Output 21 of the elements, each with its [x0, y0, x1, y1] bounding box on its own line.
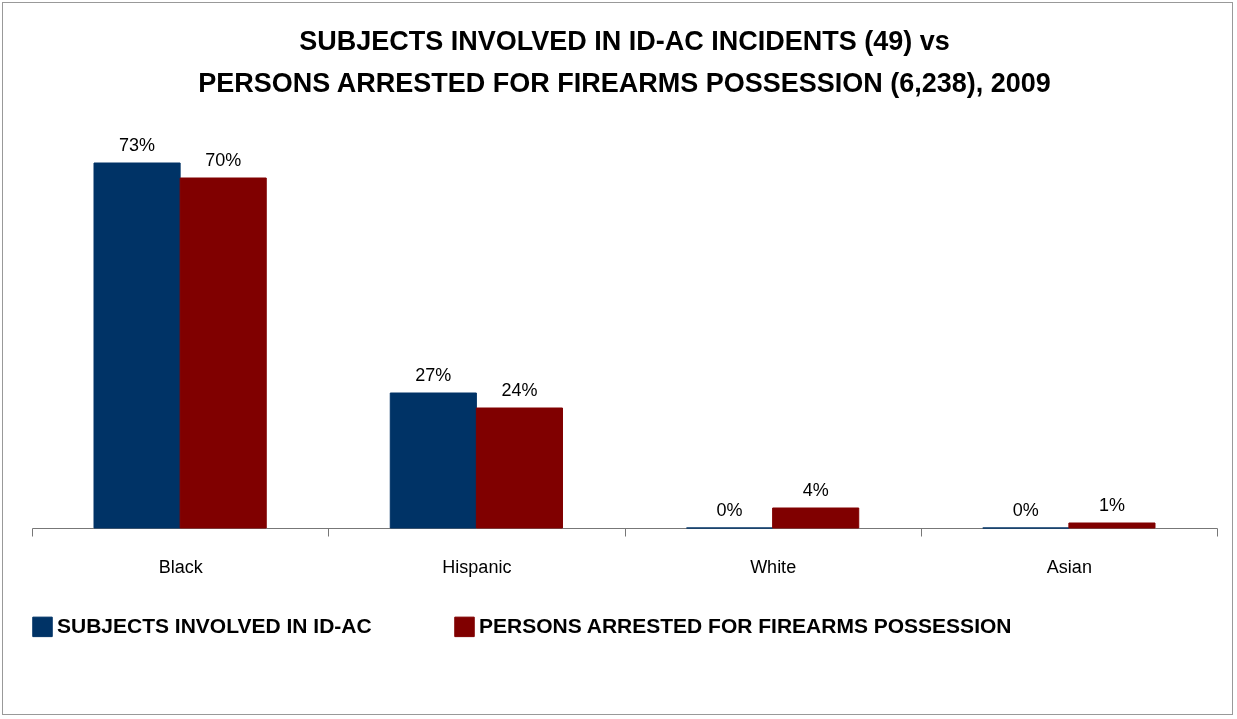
- chart-title: SUBJECTS INVOLVED IN ID-AC INCIDENTS (49) vs PERSONS ARRESTED FOR FIREARMS POSSESSION (6,238), 2009: [198, 26, 1051, 98]
- legend-label: SUBJECTS INVOLVED IN ID-AC: [57, 613, 372, 637]
- legend-label: PERSONS ARRESTED FOR FIREARMS POSSESSION: [479, 613, 1012, 637]
- x-tick-label: White: [750, 556, 797, 577]
- bar: [475, 407, 563, 529]
- bar: [772, 507, 860, 529]
- data-label: 1%: [1098, 495, 1125, 515]
- bar: [179, 177, 267, 529]
- data-label: 27%: [415, 365, 452, 385]
- x-tick-label: Hispanic: [442, 556, 512, 577]
- data-label: 0%: [1012, 500, 1039, 520]
- x-tick-label: Asian: [1046, 556, 1092, 577]
- bar: [1068, 522, 1156, 529]
- data-label: 73%: [119, 135, 156, 155]
- data-label: 70%: [205, 150, 242, 170]
- x-tick-label: Black: [158, 556, 204, 577]
- data-label: 4%: [802, 480, 829, 500]
- data-label: 24%: [501, 380, 538, 400]
- bar: [389, 392, 477, 529]
- data-label: 0%: [716, 500, 743, 520]
- bar: [93, 162, 181, 529]
